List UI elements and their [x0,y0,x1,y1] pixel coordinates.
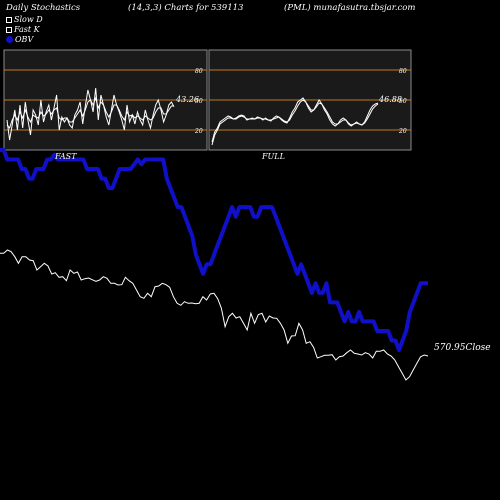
legend-slow-d: Slow D [6,15,43,24]
legend-slow-d-label: Slow D [14,15,43,24]
fast-tick-20: 20 [194,128,203,135]
full-current-value: 46.88 [379,95,402,104]
obv-dot-icon [6,36,13,43]
slow-d-swatch-icon [6,17,12,23]
legend-obv-label: OBV [15,35,34,44]
fast-panel-label: FAST [55,152,77,161]
chart-params: (14,3,3) Charts for 539113 [128,3,244,13]
fast-current-value: 43.26 [176,95,199,104]
fast-tick-50: 50 [195,98,203,105]
chart-source: (PML) munafasutra.tbsjar.com [284,3,416,13]
legend-fast-k-label: Fast K [14,25,40,34]
full-tick-20: 20 [398,128,407,135]
legend-fast-k: Fast K [6,25,40,34]
full-series-fast-k-line [211,97,379,143]
fast-series-slow-d-line [6,96,174,129]
fast-tick-80: 80 [195,68,203,75]
chart-title: Daily Stochastics [6,3,81,13]
obv-series-line [0,148,428,352]
full-series-slow-d-line [211,99,379,146]
full-tick-80: 80 [399,68,407,75]
close-price-label: 570.95Close [434,343,491,353]
fast-k-swatch-icon [6,27,12,33]
legend-obv: OBV [6,35,33,44]
full-tick-50: 50 [399,98,407,105]
close-series-line [0,249,429,381]
full-panel-label: FULL [262,152,285,161]
